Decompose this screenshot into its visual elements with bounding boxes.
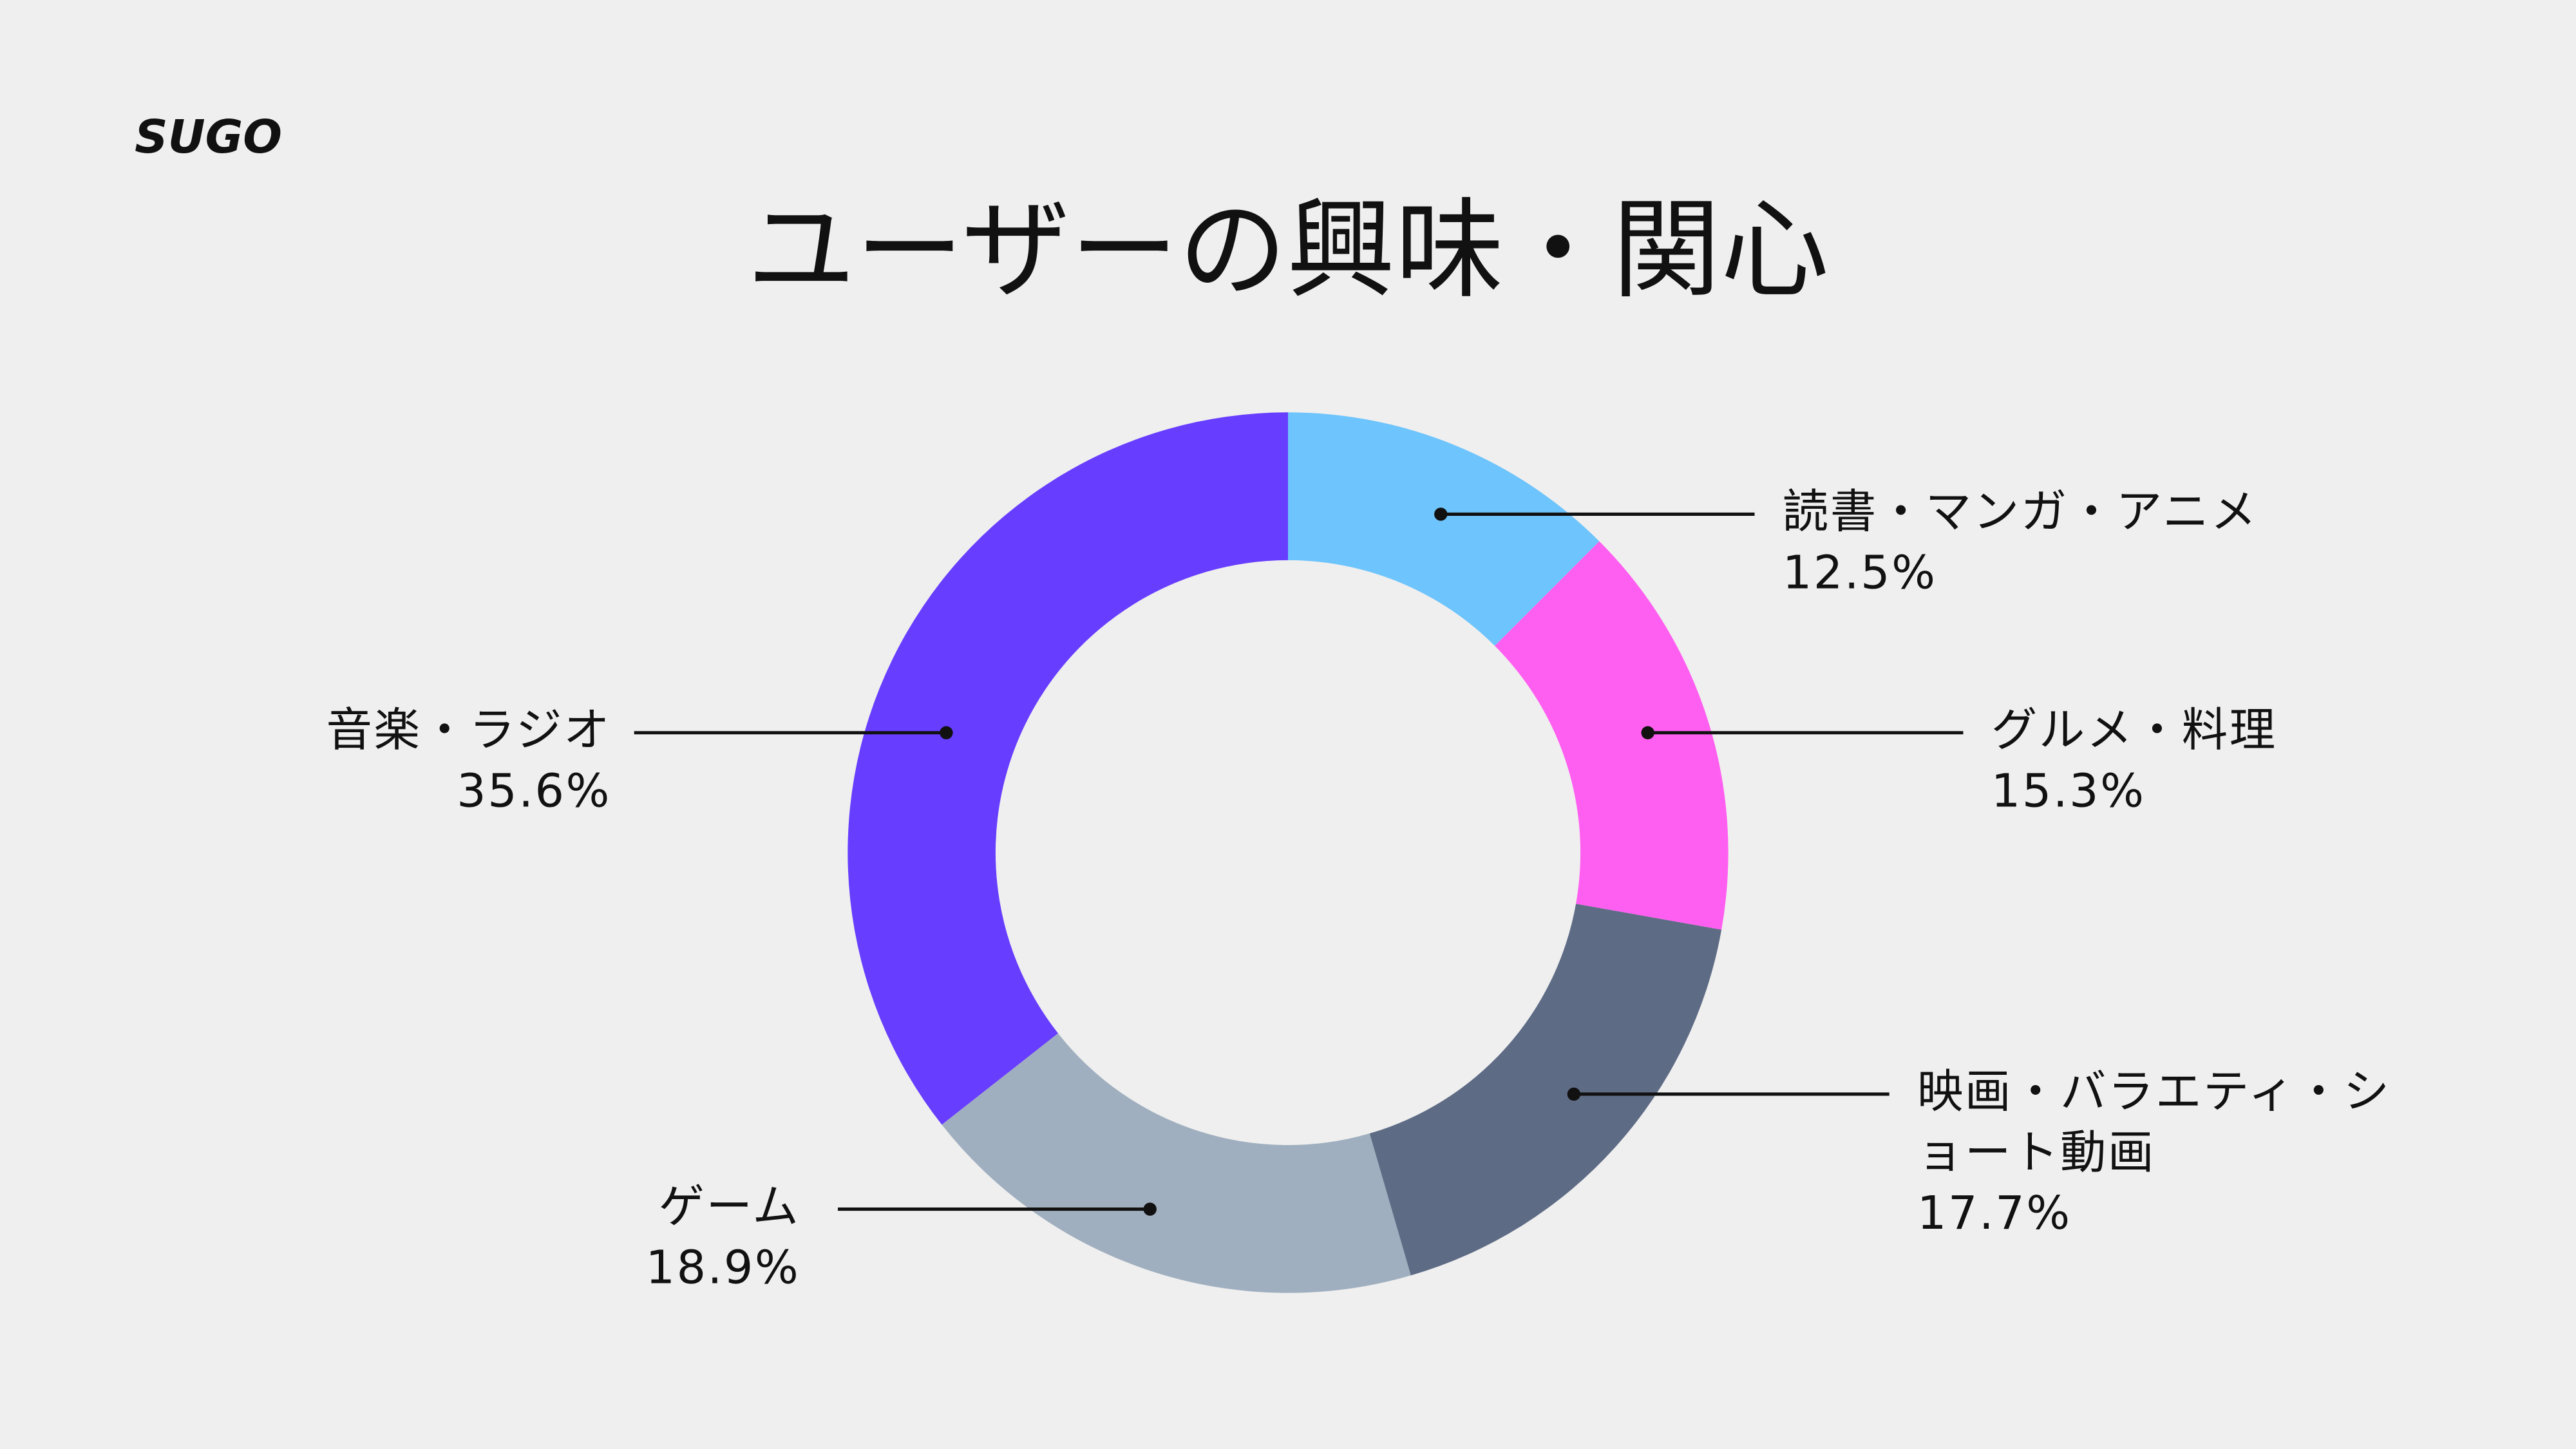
category-label: グルメ・料理 <box>1991 703 2277 758</box>
donut-slice <box>1369 904 1722 1276</box>
brand-logo: SUGO <box>135 110 282 164</box>
leader-dot <box>1567 1087 1581 1101</box>
category-label: 読書・マンガ・アニメ <box>1782 484 2259 539</box>
slice-label: 読書・マンガ・アニメ 12.5% <box>1783 481 2259 603</box>
slice-label: 映画・バラエティ・ショート動画 17.7% <box>1917 1061 2394 1244</box>
label-box: 映画・バラエティ・ショート動画 17.7% <box>1917 1061 2394 1244</box>
value-label: 15.3% <box>1991 764 2146 819</box>
category-label: 映画・バラエティ・ショート動画 <box>1917 1065 2391 1180</box>
leader-dot <box>1641 726 1654 739</box>
value-label: 18.9% <box>645 1240 800 1295</box>
slice-label: グルメ・料理 15.3% <box>1991 700 2468 822</box>
category-label: 音楽・ラジオ <box>326 703 611 758</box>
slice-label: ゲーム 18.9% <box>324 1177 800 1298</box>
label-box: 音楽・ラジオ 35.6% <box>135 700 611 822</box>
label-box: ゲーム 18.9% <box>324 1177 800 1298</box>
label-box: グルメ・料理 15.3% <box>1991 700 2468 822</box>
leader-dot <box>940 726 953 739</box>
label-box: 読書・マンガ・アニメ 12.5% <box>1783 481 2259 603</box>
slice-label: 音楽・ラジオ 35.6% <box>135 700 611 822</box>
category-label: ゲーム <box>658 1179 800 1234</box>
value-label: 17.7% <box>1917 1186 2072 1241</box>
value-label: 35.6% <box>457 764 611 819</box>
chart-title: ユーザーの興味・関心 <box>747 187 1829 313</box>
donut-slice <box>1495 541 1728 930</box>
leader-dot <box>1143 1202 1157 1216</box>
value-label: 12.5% <box>1782 545 1937 600</box>
leader-dot <box>1434 507 1448 521</box>
donut-slice <box>848 412 1288 1125</box>
donut-slice <box>1288 412 1600 646</box>
donut-slice <box>942 1033 1411 1293</box>
